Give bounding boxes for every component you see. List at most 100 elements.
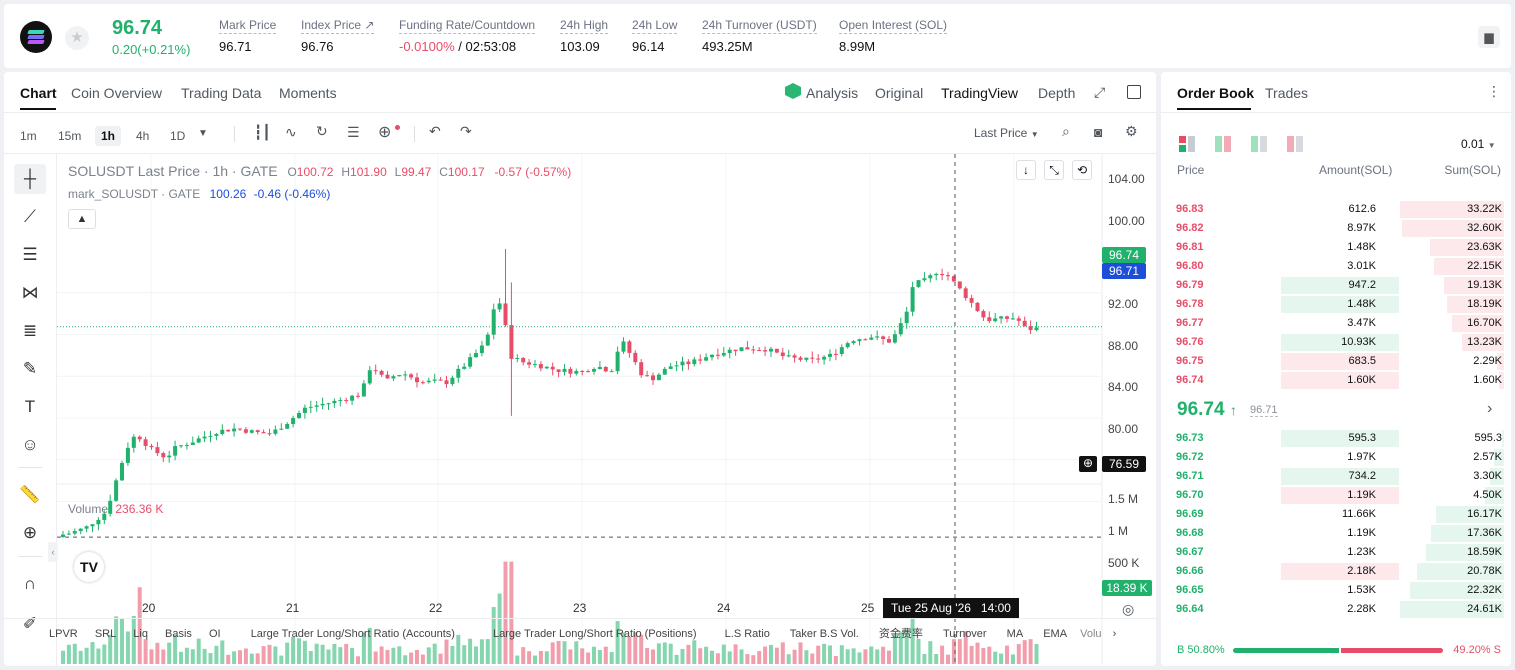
bid-row[interactable]: 96.65 1.53K 22.32K [1166, 581, 1504, 600]
ask-row[interactable]: 96.74 1.60K 1.60K [1166, 371, 1504, 390]
trend-line-tool-icon[interactable]: ⟋ [24, 207, 36, 226]
view-depth[interactable]: Depth [1038, 85, 1076, 101]
pattern-tool-icon[interactable]: ⋈ [21, 283, 39, 302]
indicator-link[interactable]: SRL [94, 628, 117, 640]
ask-row[interactable]: 96.81 1.48K 23.63K [1166, 238, 1504, 257]
template-icon[interactable]: ☰ [347, 124, 360, 140]
indicator-link[interactable]: Large Trader Long/Short Ratio (Accounts) [250, 628, 455, 640]
pencil-lock-tool-icon[interactable]: ✐ [22, 614, 38, 633]
brush-tool-icon[interactable]: ✎ [22, 359, 38, 378]
crosshair-tool-icon[interactable]: ┼ [14, 164, 46, 194]
price-type-select[interactable]: Last Price ▼ [974, 126, 1039, 140]
bid-row[interactable]: 96.69 11.66K 16.17K [1166, 505, 1504, 524]
guide-book-icon[interactable]: ▆ [1478, 26, 1500, 48]
redo-icon[interactable]: ↷ [460, 123, 472, 139]
time-settings-icon[interactable]: ◎ [1122, 601, 1135, 617]
tab-trades[interactable]: Trades [1265, 85, 1309, 101]
layout-both-icon[interactable] [1179, 136, 1195, 152]
ask-row[interactable]: 96.83 612.6 33.22K [1166, 200, 1504, 219]
horizontal-lines-tool-icon[interactable]: ☰ [22, 245, 38, 264]
indicator-link[interactable]: MA [1006, 628, 1024, 640]
timeframe-1m[interactable]: 1m [20, 129, 37, 143]
view-tradingview[interactable]: TradingView [941, 85, 1019, 101]
timeframe-4h[interactable]: 4h [136, 129, 150, 143]
ask-row[interactable]: 96.75 683.5 2.29K [1166, 352, 1504, 371]
tab-moments[interactable]: Moments [279, 85, 337, 101]
add-indicator-icon[interactable]: ⊕ [378, 124, 392, 141]
reset-view-icon[interactable]: ⟲ [1072, 160, 1092, 180]
scroll-down-icon[interactable]: ↓ [1016, 160, 1036, 180]
camera-icon[interactable]: ◙ [1094, 124, 1103, 140]
more-options-icon[interactable]: ⋮ [1487, 83, 1501, 99]
favorite-star-icon[interactable]: ★ [65, 26, 89, 50]
scroll-right-icon[interactable]: › [1112, 628, 1117, 640]
tab-trading-data[interactable]: Trading Data [181, 85, 262, 101]
ask-row[interactable]: 96.78 1.48K 18.19K [1166, 295, 1504, 314]
candle-body [627, 341, 632, 353]
indicators-icon[interactable]: ∿ [285, 124, 297, 140]
zoom-in-tool-icon[interactable]: ⊕ [22, 523, 38, 542]
search-icon[interactable]: ⌕ [1062, 123, 1070, 139]
compress-icon[interactable]: ⤡ [1044, 160, 1064, 180]
bid-row[interactable]: 96.72 1.97K 2.57K [1166, 448, 1504, 467]
volume-bar [721, 644, 726, 664]
expand-icon[interactable]: ⤢ [1094, 84, 1106, 100]
bid-row[interactable]: 96.73 595.3 595.3 [1166, 429, 1504, 448]
indicator-link[interactable]: Taker B.S Vol. [789, 628, 859, 640]
timeframe-1d[interactable]: 1D [170, 129, 186, 143]
timeframe-1h[interactable]: 1h [95, 126, 122, 146]
ask-row[interactable]: 96.79 947.2 19.13K [1166, 276, 1504, 295]
candle-body [173, 446, 178, 456]
collapse-toolbar-icon[interactable]: ‹ [48, 542, 58, 562]
ask-row[interactable]: 96.76 10.93K 13.23K [1166, 333, 1504, 352]
refresh-icon[interactable]: ↻ [316, 123, 328, 139]
ruler-tool-icon[interactable]: 📏 [19, 485, 41, 504]
indicator-link[interactable]: LPVR [49, 628, 78, 640]
ask-row[interactable]: 96.77 3.47K 16.70K [1166, 314, 1504, 333]
layout-asks-icon[interactable] [1287, 136, 1303, 152]
layout-bids-icon[interactable] [1251, 136, 1267, 152]
indicator-link[interactable]: Basis [165, 628, 192, 640]
tab-order-book[interactable]: Order Book [1177, 85, 1255, 101]
indicator-link[interactable]: 资金费率 [878, 628, 923, 640]
bid-row[interactable]: 96.64 2.28K 24.61K [1166, 600, 1504, 619]
tab-chart[interactable]: Chart [20, 85, 57, 101]
bid-row[interactable]: 96.71 734.2 3.30K [1166, 467, 1504, 486]
price-chart[interactable] [57, 154, 1156, 664]
text-tool-icon[interactable]: T [24, 397, 36, 416]
ask-row[interactable]: 96.80 3.01K 22.15K [1166, 257, 1504, 276]
timeframe-15m[interactable]: 15m [58, 129, 82, 143]
indicator-link[interactable]: Liq [133, 628, 148, 640]
bid-row[interactable]: 96.67 1.23K 18.59K [1166, 543, 1504, 562]
indicator-link[interactable]: L.S Ratio [724, 628, 770, 640]
bid-row[interactable]: 96.68 1.19K 17.36K [1166, 524, 1504, 543]
collapse-legend-button[interactable]: ▲ [68, 209, 96, 229]
tab-coin-overview[interactable]: Coin Overview [71, 85, 163, 101]
indicator-link[interactable]: EMA [1043, 628, 1068, 640]
indicator-link[interactable]: Volu [1080, 628, 1102, 640]
bid-row[interactable]: 96.70 1.19K 4.50K [1166, 486, 1504, 505]
timeframe-dropdown-icon[interactable]: ▼ [198, 128, 208, 139]
view-original[interactable]: Original [875, 85, 924, 101]
indicator-link[interactable]: OI [209, 628, 221, 640]
add-alert-icon[interactable]: ⊕ [1079, 456, 1097, 472]
fibonacci-tool-icon[interactable]: ≣ [22, 321, 38, 340]
candle-body [314, 405, 319, 407]
stat-index-price[interactable]: Index Price ↗ 96.76 [301, 18, 375, 54]
volume-bar [845, 649, 850, 664]
settings-gear-icon[interactable]: ⚙ [1125, 123, 1138, 139]
volume-bar [285, 642, 290, 664]
indicator-link[interactable]: Turnover [942, 628, 987, 640]
view-analysis[interactable]: Analysis [806, 85, 859, 101]
bid-row[interactable]: 96.66 2.18K 20.78K [1166, 562, 1504, 581]
candle-type-icon[interactable]: ┇┃ [254, 124, 271, 140]
emoji-tool-icon[interactable]: ☺ [21, 435, 39, 454]
magnet-tool-icon[interactable]: ∩ [23, 574, 37, 593]
layout-split-icon[interactable] [1215, 136, 1231, 152]
ask-row[interactable]: 96.82 8.97K 32.60K [1166, 219, 1504, 238]
chevron-right-icon[interactable]: › [1487, 400, 1493, 417]
fullscreen-icon[interactable] [1127, 85, 1141, 99]
precision-select[interactable]: 0.01 ▼ [1461, 137, 1496, 151]
indicator-link[interactable]: Large Trader Long/Short Ratio (Positions… [492, 628, 697, 640]
undo-icon[interactable]: ↶ [429, 123, 441, 139]
